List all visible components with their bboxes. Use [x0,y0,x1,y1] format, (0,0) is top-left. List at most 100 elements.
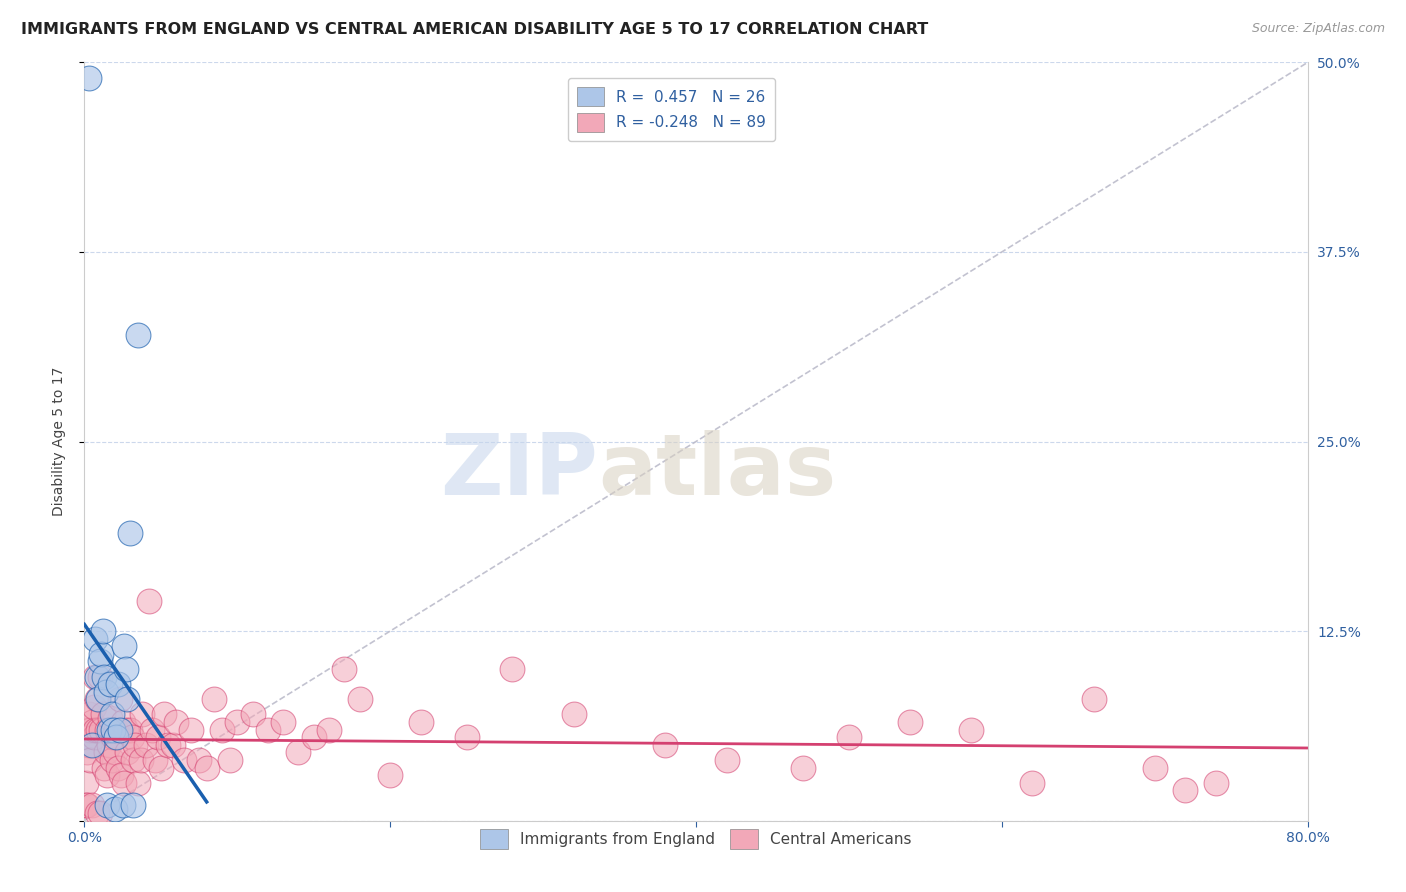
Point [108,692,131,706]
Point [93,760,115,774]
Point [108,723,131,737]
Point [792,760,814,774]
Point [107,760,129,774]
Point [96,768,118,782]
Point [77,707,100,722]
Point [114,723,136,737]
Point [111,715,134,730]
Point [380,768,402,782]
Point [120,723,142,737]
Point [94,685,117,699]
Point [110,768,132,782]
Point [83,699,105,714]
Point [716,753,738,767]
Point [146,730,169,744]
Text: ZIP: ZIP [440,430,598,514]
Point [838,730,860,744]
Y-axis label: Disability Age 5 to 17: Disability Age 5 to 17 [52,367,66,516]
Point [242,707,264,722]
Point [112,776,135,790]
Point [90,723,112,737]
Point [271,715,294,730]
Text: Source: ZipAtlas.com: Source: ZipAtlas.com [1251,22,1385,36]
Point [1143,760,1166,774]
Point [94,746,117,760]
Legend: Immigrants from England, Central Americans: Immigrants from England, Central America… [474,822,918,855]
Point [502,662,524,676]
Point [302,730,325,744]
Point [211,723,233,737]
Point [124,738,146,752]
Point [127,776,149,790]
Point [96,723,118,737]
Point [188,753,211,767]
Point [120,525,142,540]
Point [87,692,110,706]
Point [105,730,128,744]
Point [80,798,103,813]
Point [456,730,478,744]
Point [173,753,195,767]
Point [287,746,309,760]
Point [97,723,120,737]
Point [79,723,101,737]
Point [77,738,100,752]
Point [202,692,225,706]
Point [1083,692,1105,706]
Point [97,738,120,752]
Point [131,707,153,722]
Point [218,753,240,767]
Point [162,738,184,752]
Point [122,798,145,813]
Point [83,730,105,744]
Point [90,647,112,661]
Point [409,715,432,730]
Point [91,624,114,639]
Point [84,669,107,683]
Point [89,655,111,669]
Point [89,806,111,821]
Point [76,730,98,744]
Point [1205,776,1227,790]
Text: atlas: atlas [598,430,837,514]
Point [135,738,157,752]
Point [898,715,921,730]
Point [112,639,135,653]
Point [104,801,127,815]
Point [157,738,180,752]
Point [226,715,249,730]
Point [76,746,98,760]
Point [114,662,136,676]
Point [127,328,149,343]
Point [153,707,176,722]
Point [1021,776,1043,790]
Point [79,753,101,767]
Point [104,746,127,760]
Point [257,723,280,737]
Point [654,738,676,752]
Point [149,760,172,774]
Point [80,738,103,752]
Point [101,753,124,767]
Point [80,715,103,730]
Point [98,710,121,724]
Point [75,776,97,790]
Point [115,746,138,760]
Point [333,662,356,676]
Point [75,798,97,813]
Point [105,723,128,737]
Point [122,753,145,767]
Point [562,707,585,722]
Point [91,707,114,722]
Point [87,723,110,737]
Point [98,677,121,691]
Point [101,707,124,722]
Point [115,692,138,706]
Point [180,723,202,737]
Point [141,723,163,737]
Point [89,669,111,683]
Point [86,669,108,683]
Point [195,760,218,774]
Point [86,692,108,706]
Point [86,806,108,821]
